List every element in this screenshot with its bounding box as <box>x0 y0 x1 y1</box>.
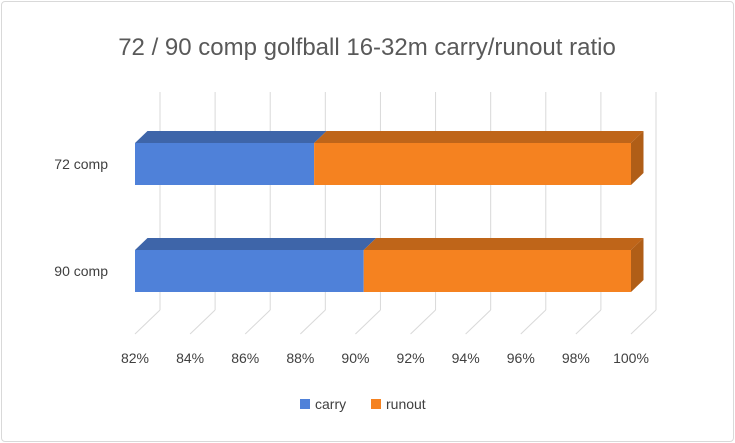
x-tick-label: 100% <box>613 350 649 366</box>
floor-gridline <box>244 309 271 335</box>
x-tick-label: 92% <box>397 350 425 366</box>
floor-gridline <box>134 309 161 335</box>
carry-bar <box>135 238 377 292</box>
runout-bar-side <box>631 238 644 292</box>
floor-gridline <box>630 309 657 335</box>
carry-bar <box>135 131 327 185</box>
x-tick-label: 82% <box>121 350 149 366</box>
floor-gridline <box>189 309 216 335</box>
runout-legend-label: runout <box>386 396 426 412</box>
runout-bar <box>363 238 644 292</box>
floor-gridline <box>410 309 436 335</box>
floor-gridline <box>465 309 492 335</box>
bars <box>135 131 644 292</box>
floor-gridline <box>299 309 326 335</box>
runout-legend-swatch <box>371 399 381 409</box>
x-axis-ticks: 82% 84% 86% 88% 90% 92% 94% 96% 98% 100% <box>121 350 649 366</box>
runout-bar-top <box>363 238 644 250</box>
x-tick-label: 84% <box>176 350 204 366</box>
floor-gridline <box>355 309 381 335</box>
category-labels: 72 comp 90 comp <box>54 156 108 279</box>
category-label: 90 comp <box>54 263 108 279</box>
carry-bar-top <box>135 131 327 143</box>
runout-bar <box>314 131 644 185</box>
runout-bar-top <box>314 131 644 143</box>
carry-bar-front <box>135 143 315 185</box>
runout-bar-front <box>363 250 631 292</box>
x-tick-label: 96% <box>507 350 535 366</box>
category-label: 72 comp <box>54 156 108 172</box>
floor-gridline <box>520 309 547 335</box>
carry-bar-front <box>135 250 364 292</box>
runout-bar-side <box>631 131 644 185</box>
x-tick-label: 88% <box>286 350 314 366</box>
carry-legend-swatch <box>300 399 310 409</box>
runout-bar-front <box>314 143 631 185</box>
floor-gridline <box>575 309 602 335</box>
carry-bar-top <box>135 238 377 250</box>
x-tick-label: 94% <box>452 350 480 366</box>
gridlines <box>134 92 657 335</box>
x-tick-label: 90% <box>341 350 369 366</box>
chart-title: 72 / 90 comp golfball 16-32m carry/runou… <box>118 34 616 61</box>
x-tick-label: 98% <box>562 350 590 366</box>
legend: carry runout <box>300 396 426 412</box>
x-tick-label: 86% <box>231 350 259 366</box>
carry-legend-label: carry <box>315 396 346 412</box>
